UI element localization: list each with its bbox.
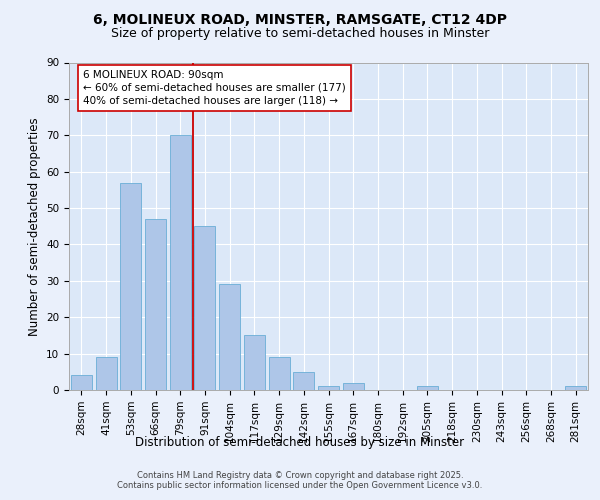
Bar xyxy=(71,376,92,390)
Bar xyxy=(244,336,265,390)
Bar xyxy=(95,357,116,390)
Bar xyxy=(417,386,438,390)
Y-axis label: Number of semi-detached properties: Number of semi-detached properties xyxy=(28,117,41,336)
Text: Contains HM Land Registry data © Crown copyright and database right 2025.
Contai: Contains HM Land Registry data © Crown c… xyxy=(118,470,482,490)
Text: Distribution of semi-detached houses by size in Minster: Distribution of semi-detached houses by … xyxy=(136,436,464,449)
Bar xyxy=(194,226,215,390)
Bar xyxy=(269,357,290,390)
Text: 6, MOLINEUX ROAD, MINSTER, RAMSGATE, CT12 4DP: 6, MOLINEUX ROAD, MINSTER, RAMSGATE, CT1… xyxy=(93,12,507,26)
Text: Size of property relative to semi-detached houses in Minster: Size of property relative to semi-detach… xyxy=(111,28,489,40)
Text: 6 MOLINEUX ROAD: 90sqm
← 60% of semi-detached houses are smaller (177)
40% of se: 6 MOLINEUX ROAD: 90sqm ← 60% of semi-det… xyxy=(83,70,346,106)
Bar xyxy=(343,382,364,390)
Bar xyxy=(318,386,339,390)
Bar xyxy=(219,284,240,390)
Bar xyxy=(120,182,141,390)
Bar xyxy=(293,372,314,390)
Bar xyxy=(145,219,166,390)
Bar xyxy=(565,386,586,390)
Bar xyxy=(170,136,191,390)
